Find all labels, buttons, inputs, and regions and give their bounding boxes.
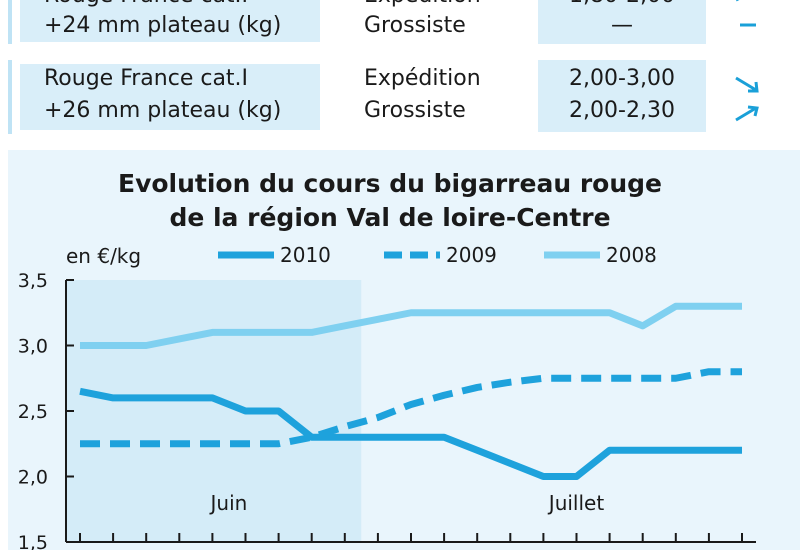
table-row: Rouge France cat.I +24 mm plateau (kg) E…	[8, 0, 800, 44]
x-period-label: Juin	[209, 491, 248, 515]
product-band	[20, 0, 320, 42]
product-line: Rouge France cat.I	[44, 66, 249, 91]
price-table: Rouge France cat.I +24 mm plateau (kg) E…	[0, 0, 800, 140]
y-tick-label: 1,5	[18, 532, 48, 550]
product-line: Rouge France cat.I	[44, 0, 248, 11]
period-shade	[361, 280, 756, 542]
stage-label: Expédition	[364, 66, 481, 91]
product-line: +24 mm plateau (kg)	[44, 13, 282, 38]
y-axis-label: en €/kg	[66, 244, 141, 268]
chart-title-line1: Evolution du cours du bigarreau rouge	[118, 169, 662, 198]
stage-label: Expédition	[364, 0, 481, 11]
legend-label: 2009	[446, 243, 497, 267]
stage-label: Grossiste	[364, 13, 466, 38]
price-line-chart: Evolution du cours du bigarreau rouge de…	[18, 169, 756, 550]
y-tick-label: 2,5	[18, 401, 48, 423]
price-band	[538, 0, 706, 44]
trend-up-icon	[736, 0, 740, 2]
product-line: +26 mm plateau (kg)	[44, 98, 282, 123]
chart-title-line2: de la région Val de loire-Centre	[169, 203, 610, 232]
y-tick-label: 2,0	[18, 467, 48, 489]
y-tick-label: 3,5	[18, 270, 48, 292]
period-shade	[66, 280, 362, 542]
table-row: Rouge France cat.I +26 mm plateau (kg) E…	[8, 60, 800, 134]
price-value: 1,80-2,00	[542, 0, 702, 11]
y-tick-label: 3,0	[18, 336, 48, 358]
x-period-label: Juillet	[547, 491, 605, 515]
price-value: 2,00-2,30	[569, 98, 675, 123]
price-value: 2,00-3,00	[569, 66, 675, 91]
trend-up-icon	[735, 105, 759, 122]
product-band	[20, 64, 320, 130]
trend-down-icon	[735, 76, 759, 93]
price-value: —	[611, 13, 633, 38]
stage-label: Grossiste	[364, 98, 466, 123]
trend-dash-icon	[740, 23, 756, 27]
price-band	[538, 60, 706, 132]
legend-label: 2008	[606, 243, 657, 267]
legend-label: 2010	[280, 243, 331, 267]
